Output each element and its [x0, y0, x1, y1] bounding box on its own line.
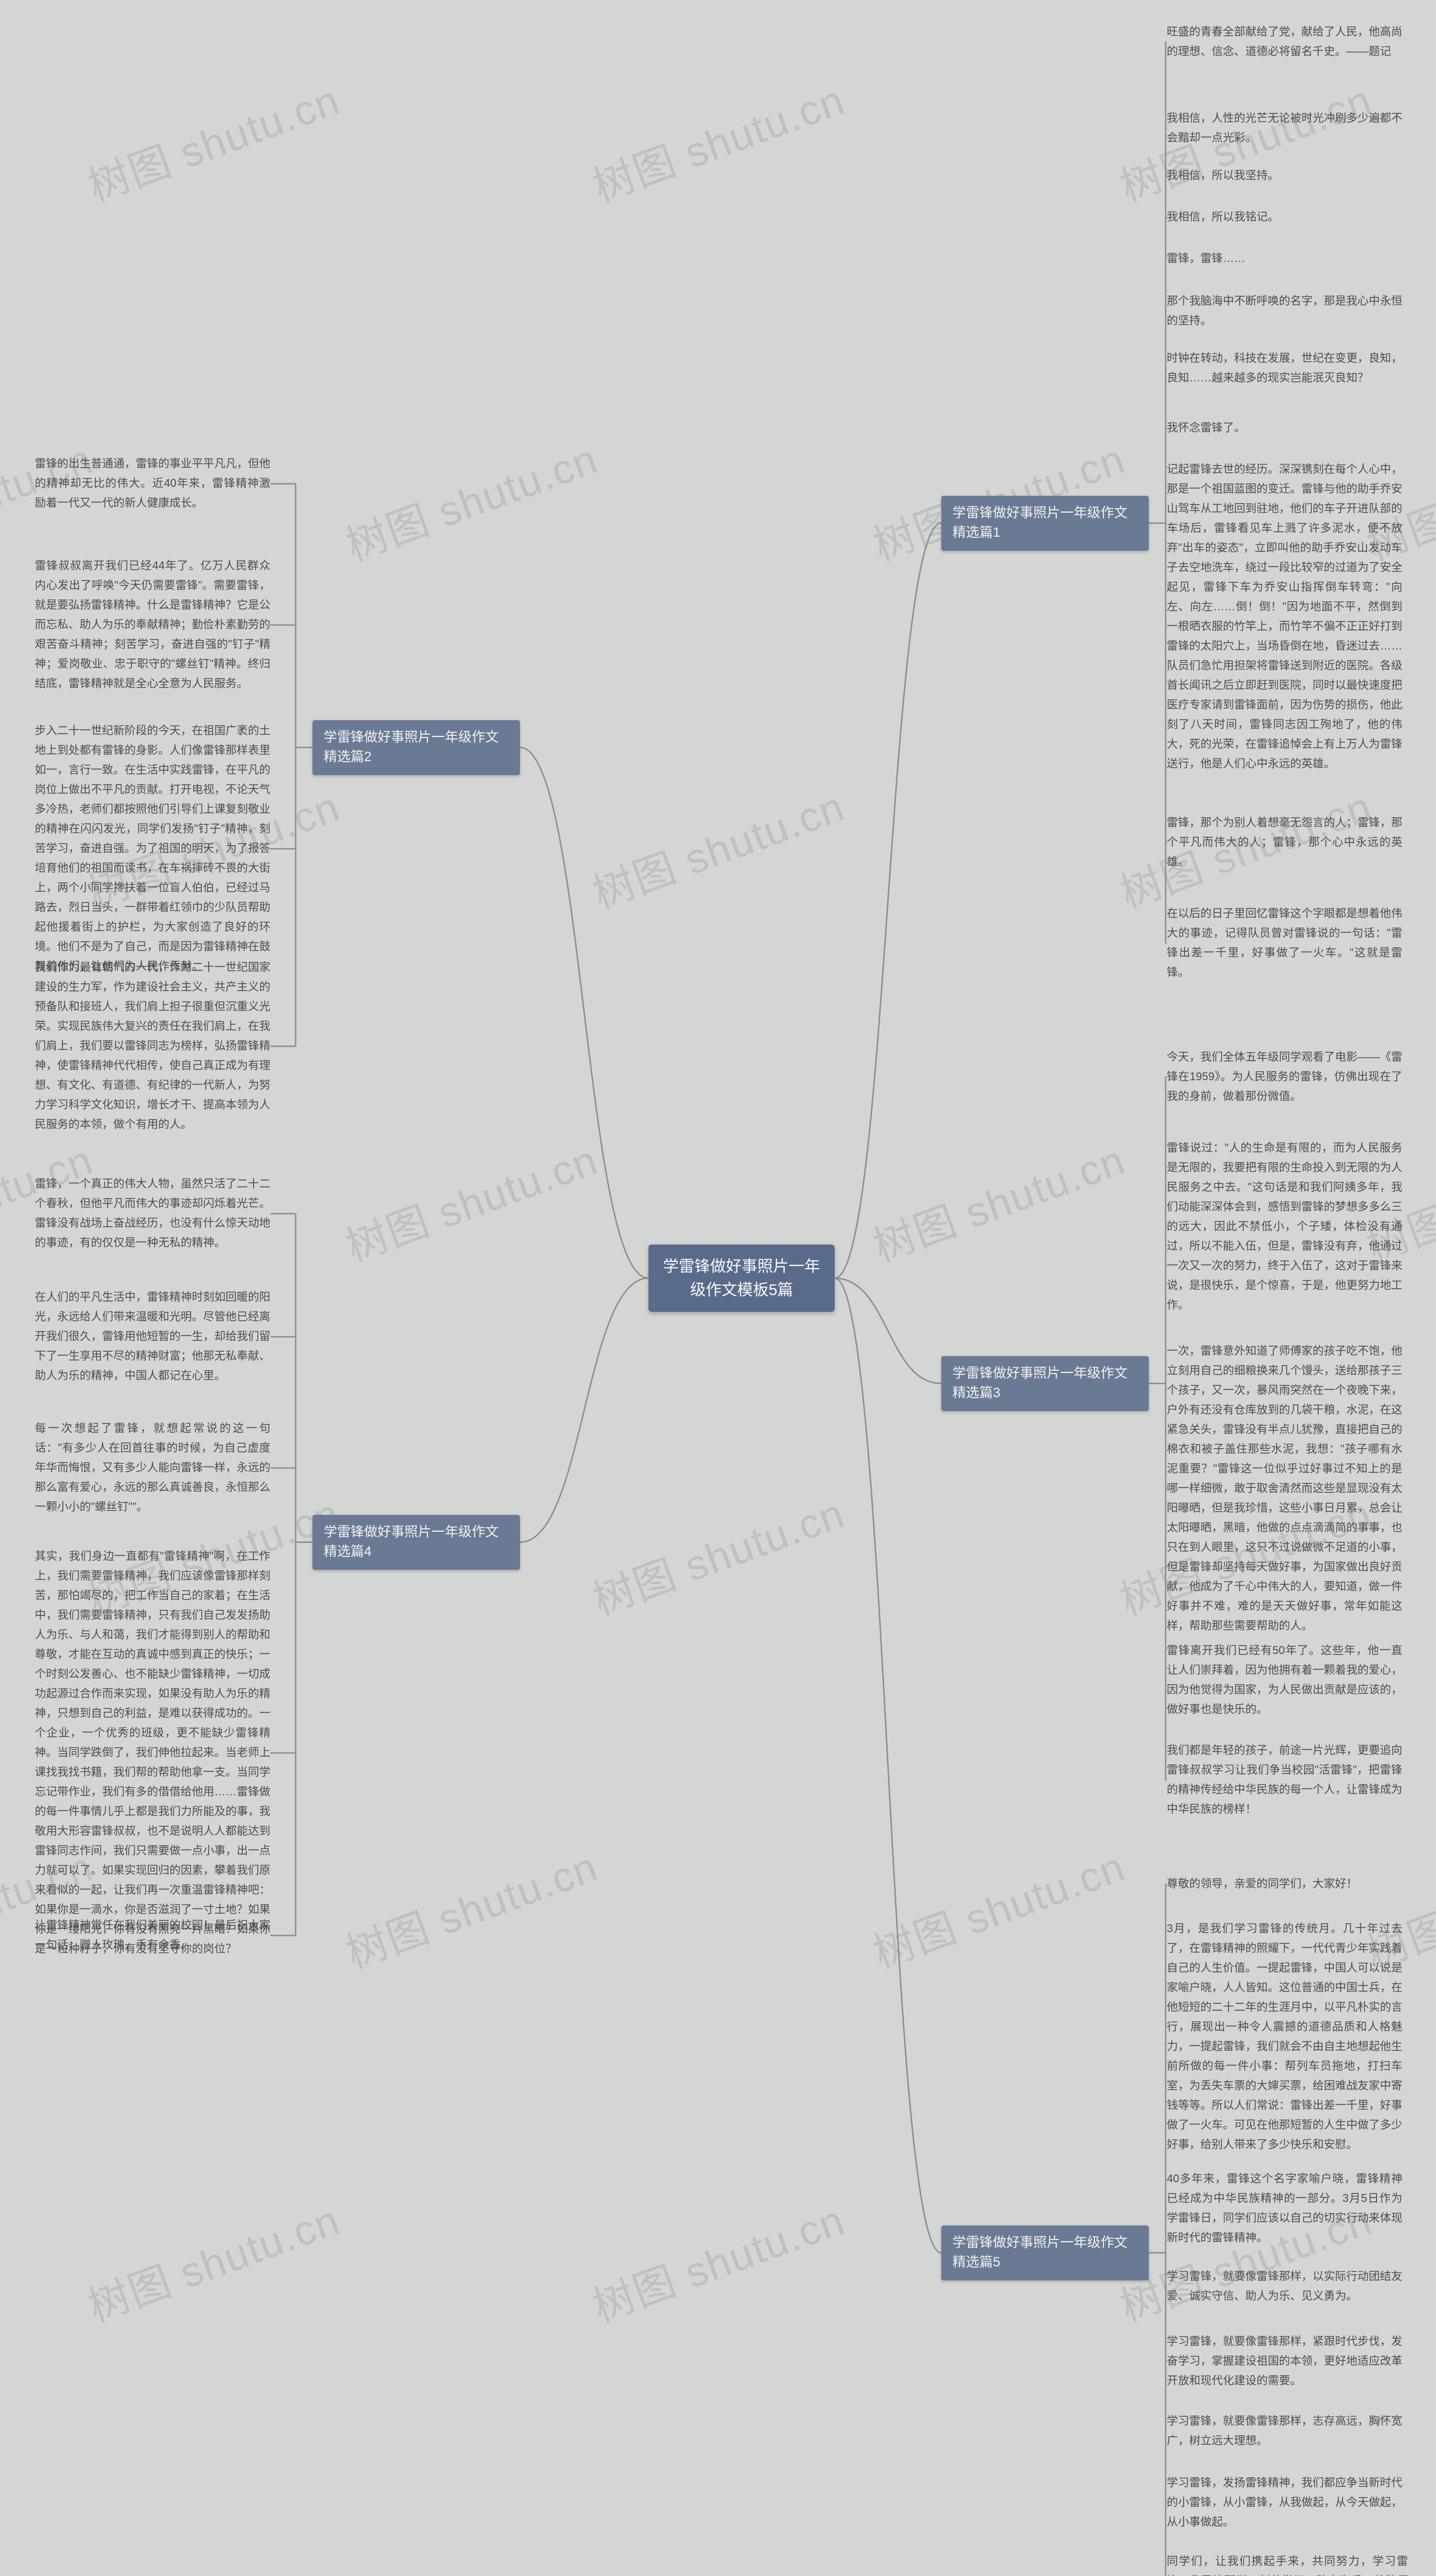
mindmap-leaf: 雷锋，雷锋……	[1167, 249, 1402, 269]
mindmap-branch: 学雷锋做好事照片一年级作文精选篇1	[941, 496, 1149, 551]
mindmap-leaf: 学习雷锋，就要像雷锋那样，志存高远，胸怀宽广，树立远大理想。	[1167, 2412, 1402, 2451]
mindmap-leaf: 在人们的平凡生活中，雷锋精神时刻如回暖的阳光，永远给人们带来温暖和光明。尽管他已…	[35, 1288, 270, 1386]
root-label: 学雷锋做好事照片一年级作文模板5篇	[663, 1257, 820, 1298]
mindmap-leaf: 时钟在转动，科技在发展，世纪在变更，良知，良知……越来越多的现实岂能泯灭良知？	[1167, 349, 1402, 388]
mindmap-leaf: 雷锋，一个真正的伟大人物，虽然只活了二十二个春秋，但他平凡而伟大的事迹却闪烁着光…	[35, 1174, 270, 1253]
mindmap-leaf: 步入二十一世纪新阶段的今天，在祖国广袤的土地上到处都有雷锋的身影。人们像雷锋那样…	[35, 721, 270, 976]
mindmap-leaf: 同学们，让我们携起手来，共同努力，学习雷锋，像雷锋那样，刻苦学习，助人为乐，尊敬…	[1167, 2552, 1408, 2576]
mindmap-leaf: 学习雷锋，发扬雷锋精神，我们都应争当新时代的小雷锋，从小雷锋，从我做起，从今天做…	[1167, 2473, 1402, 2532]
branch-label: 学雷锋做好事照片一年级作文精选篇3	[952, 1366, 1127, 1400]
mindmap-branch: 学雷锋做好事照片一年级作文精选篇3	[941, 1356, 1149, 1411]
mindmap-leaf: 今天，我们全体五年级同学观看了电影——《雷锋在1959》。为人民服务的雷锋，仿佛…	[1167, 1048, 1402, 1107]
mindmap-leaf: 雷锋说过："人的生命是有限的，而为人民服务是无限的，我要把有限的生命投入到无限的…	[1167, 1139, 1402, 1315]
mindmap-branch: 学雷锋做好事照片一年级作文精选篇2	[312, 720, 520, 775]
mindmap-leaf: 那个我脑海中不断呼唤的名字，那是我心中永恒的坚持。	[1167, 292, 1402, 331]
mindmap-leaf: 让雷锋精神常任在我们美丽的校园！最后祝大家一句话：赠人玫瑰，手有余香。	[35, 1916, 270, 1955]
mindmap-leaf: 旺盛的青春全部献给了党，献给了人民，他高尚的理想、信念、道德必将留名千史。——题…	[1167, 22, 1402, 62]
mindmap-leaf: 我们都是年轻的孩子，前途一片光辉，更要追向雷锋叔叔学习让我们争当校园"活雷锋"，…	[1167, 1741, 1402, 1819]
mindmap-leaf: 学习雷锋，就要像雷锋那样，紧跟时代步伐，发奋学习，掌握建设祖国的本领，更好地适应…	[1167, 2332, 1402, 2391]
mindmap-leaf: 其实，我们身边一直都有"雷锋精神"啊，在工作上，我们需要雷锋精神，我们应该像雷锋…	[35, 1547, 270, 1959]
mindmap-leaf: 在以后的日子里回忆雷锋这个字眼都是想着他伟大的事迹，记得队员曾对雷锋说的一句话：…	[1167, 904, 1402, 983]
mindmap-leaf: 雷锋的出生普通通，雷锋的事业平平凡凡，但他的精神却无比的伟大。近40年来，雷锋精…	[35, 454, 270, 513]
branch-label: 学雷锋做好事照片一年级作文精选篇4	[324, 1524, 499, 1559]
mindmap-branch: 学雷锋做好事照片一年级作文精选篇5	[941, 2225, 1149, 2280]
mindmap-leaf: 学习雷锋，就要像雷锋那样，以实际行动团结友爱、诚实守信、助人为乐、见义勇为。	[1167, 2267, 1402, 2306]
mindmap-leaf: 每一次想起了雷锋，就想起常说的这一句话："有多少人在回首往事的时候，为自己虚度年…	[35, 1419, 270, 1517]
mindmap-leaf: 记起雷锋去世的经历。深深镌刻在每个人心中，那是一个祖国蓝图的变迁。雷锋与他的助手…	[1167, 460, 1402, 774]
mindmap-leaf: 我相信，所以我坚持。	[1167, 166, 1402, 186]
mindmap-leaf: 我怀念雷锋了。	[1167, 418, 1402, 438]
branch-label: 学雷锋做好事照片一年级作文精选篇2	[324, 730, 499, 764]
mindmap-leaf: 雷锋，那个为别人着想毫无怨言的人；雷锋，那个平凡而伟大的人；雷锋，那个心中永远的…	[1167, 813, 1402, 872]
mindmap-leaf: 一次，雷锋意外知道了师傅家的孩子吃不饱，他立刻用自己的细粮换来几个馒头，送给那孩…	[1167, 1342, 1402, 1636]
branch-label: 学雷锋做好事照片一年级作文精选篇1	[952, 505, 1127, 540]
mindmap-leaf: 我们作为最有朝气的一代，作为二十一世纪国家建设的生力军，作为建设社会主义，共产主…	[35, 958, 270, 1135]
mindmap-leaf: 40多年来，雷锋这个名字家喻户晓，雷锋精神已经成为中华民族精神的一部分。3月5日…	[1167, 2169, 1402, 2248]
mindmap-leaf: 雷锋叔叔离开我们已经44年了。亿万人民群众内心发出了呼唤"今天仍需要雷锋"。需要…	[35, 556, 270, 694]
mindmap-leaf: 我相信，所以我铭记。	[1167, 208, 1402, 227]
mindmap-leaf: 尊敬的领导，亲爱的同学们，大家好！	[1167, 1874, 1402, 1894]
mindmap-root: 学雷锋做好事照片一年级作文模板5篇	[648, 1245, 835, 1312]
mindmap-branch: 学雷锋做好事照片一年级作文精选篇4	[312, 1515, 520, 1570]
mindmap-leaf: 3月，是我们学习雷锋的传统月。几十年过去了，在雷锋精神的照耀下，一代代青少年实践…	[1167, 1919, 1402, 2155]
branch-label: 学雷锋做好事照片一年级作文精选篇5	[952, 2235, 1127, 2270]
mindmap-leaf: 我相信，人性的光芒无论被时光冲刷多少遍都不会黯却一点光彩。	[1167, 109, 1402, 148]
mindmap-leaf: 雷锋离开我们已经有50年了。这些年，他一直让人们崇拜着，因为他拥有着一颗着我的爱…	[1167, 1641, 1402, 1720]
